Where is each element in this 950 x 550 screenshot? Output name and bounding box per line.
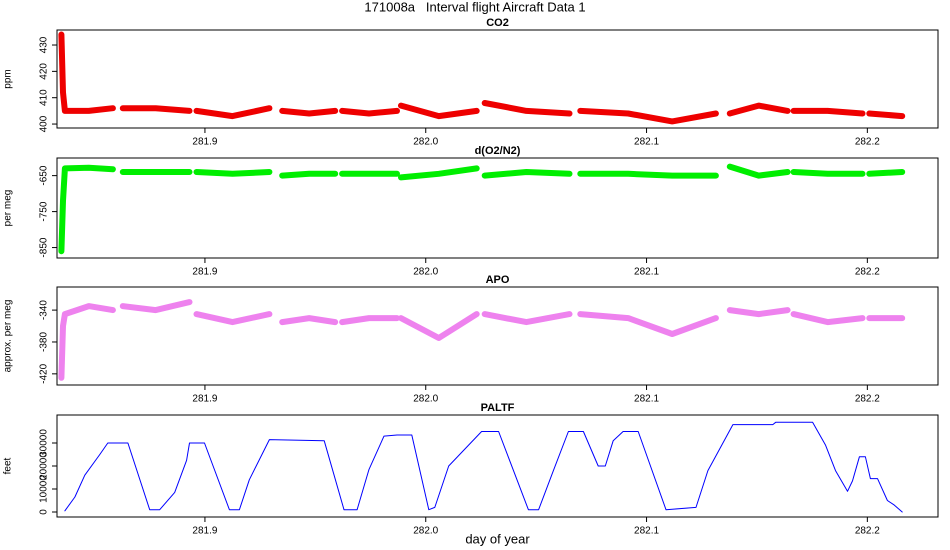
x-tick-label: 281.9 <box>192 137 217 148</box>
y-tick-label: 10000 <box>39 475 50 503</box>
y-axis-label: ppm <box>3 69 14 88</box>
plot-frame <box>56 414 939 518</box>
data-line <box>64 421 903 513</box>
x-tick-label: 282.2 <box>855 267 880 278</box>
y-tick-label: 30000 <box>39 429 50 457</box>
y-axis-label: feet <box>3 457 14 474</box>
x-tick-label: 282.0 <box>413 267 438 278</box>
y-tick-label: -340 <box>39 300 50 320</box>
y-tick-label: -420 <box>39 363 50 383</box>
y-tick-label: 430 <box>39 36 50 53</box>
plot-frame <box>56 29 939 129</box>
x-tick-label: 281.9 <box>192 267 217 278</box>
x-tick-label: 281.9 <box>192 526 217 537</box>
y-axis-label: approx. per meg <box>3 300 14 373</box>
x-tick-label: 282.1 <box>634 267 659 278</box>
main-title: 171008a Interval flight Aircraft Data 1 <box>364 0 585 14</box>
plot-frame <box>56 286 939 386</box>
x-tick-label: 282.1 <box>634 137 659 148</box>
x-tick-label: 282.2 <box>855 526 880 537</box>
data-line <box>58 31 906 125</box>
y-axis-label: per meg <box>3 190 14 227</box>
y-tick-label: 20000 <box>39 452 50 480</box>
y-tick-label: -850 <box>39 237 50 257</box>
x-tick-label: 282.0 <box>413 137 438 148</box>
y-tick-label: 400 <box>39 115 50 132</box>
x-tick-label: 282.1 <box>634 526 659 537</box>
x-tick-label: 282.0 <box>413 526 438 537</box>
panel-title: APO <box>486 274 510 286</box>
y-tick-label: -650 <box>39 165 50 185</box>
plot-frame <box>56 157 939 259</box>
y-tick-label: -380 <box>39 332 50 352</box>
panel-title: PALTF <box>481 402 515 414</box>
x-axis-label: day of year <box>465 531 530 546</box>
x-tick-label: 281.9 <box>192 394 217 405</box>
x-tick-label: 282.2 <box>855 394 880 405</box>
x-tick-label: 282.1 <box>634 394 659 405</box>
x-tick-label: 282.0 <box>413 394 438 405</box>
data-line <box>58 299 906 381</box>
panel-title: d(O2/N2) <box>475 145 521 157</box>
y-tick-label: 410 <box>39 89 50 106</box>
y-tick-label: 420 <box>39 63 50 80</box>
y-tick-label: 0 <box>39 509 50 515</box>
panel-title: CO2 <box>486 17 509 29</box>
y-tick-label: -750 <box>39 201 50 221</box>
x-tick-label: 282.2 <box>855 137 880 148</box>
data-line <box>58 163 906 255</box>
